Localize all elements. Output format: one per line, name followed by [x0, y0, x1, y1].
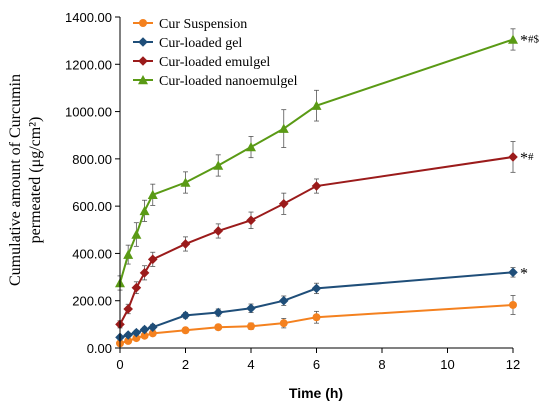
- series-1-point: [509, 300, 517, 309]
- x-tick-label: 8: [378, 357, 385, 372]
- series-1-line: [119, 303, 514, 345]
- y-tick-label: 0.00: [87, 341, 112, 356]
- series-3-point: [180, 239, 191, 249]
- series-1-point: [247, 322, 255, 331]
- series-3-point: [311, 181, 322, 191]
- series-2-point: [278, 295, 289, 306]
- series-1-point: [312, 313, 321, 322]
- y-tick-label: 400.00: [72, 246, 112, 261]
- significance-annotations: * *# *#$: [520, 32, 540, 282]
- y-tick-label: 1400.00: [65, 10, 112, 25]
- x-tick-label: 12: [506, 357, 520, 372]
- series-1-point: [279, 319, 288, 328]
- series-4-point: [123, 249, 134, 259]
- series-2-annotation: *: [520, 265, 528, 282]
- series-4-annotation: *#$: [520, 32, 540, 49]
- series-markers: [115, 34, 518, 348]
- series-1-point: [148, 329, 157, 338]
- legend-marker-1: [139, 19, 147, 27]
- series-1-point: [140, 331, 149, 340]
- y-axis-title-line2: permeated (μg/cm²): [27, 117, 44, 244]
- series-2-line: [119, 271, 514, 339]
- series-2-point: [180, 310, 191, 321]
- x-tick-label: 4: [247, 357, 254, 372]
- series-3-point: [131, 282, 142, 293]
- series-4-point: [180, 177, 191, 187]
- y-axis-title-line1: Cumulative amount of Curcumin: [7, 74, 24, 286]
- series-4-point: [147, 189, 158, 200]
- series-4-point: [311, 100, 322, 110]
- series-2-point: [508, 267, 518, 278]
- series-3-point: [147, 254, 158, 265]
- series-2-point: [123, 330, 133, 340]
- series-3-point: [139, 268, 150, 278]
- series-4-point: [131, 229, 142, 239]
- series-2-point: [139, 324, 150, 335]
- x-tick-label: 6: [313, 357, 320, 372]
- series-1-point: [132, 334, 141, 343]
- legend-marker-2: [138, 37, 148, 47]
- series-3-annotation: *#: [520, 150, 534, 167]
- tick-labels: 0.00 200.00 400.00 600.00 800.00 1000.00 1200.…: [65, 10, 520, 372]
- series-2-point: [246, 303, 256, 314]
- series-3-point: [508, 152, 518, 162]
- y-tick-label: 1200.00: [65, 57, 112, 72]
- legend-label-1: Cur Suspension: [159, 17, 247, 32]
- x-axis-title: Time (h): [289, 385, 343, 401]
- series-4-point: [246, 142, 256, 152]
- series-2-point: [147, 322, 158, 332]
- series-4-point: [139, 205, 150, 216]
- series-3-point: [246, 215, 256, 226]
- y-tick-label: 200.00: [72, 294, 112, 309]
- series-1-point: [124, 336, 133, 345]
- series-2-point: [131, 327, 142, 338]
- series-1-point: [181, 326, 190, 335]
- x-tick-label: 0: [116, 357, 123, 372]
- series-4-point: [508, 34, 518, 44]
- x-tick-label: 10: [440, 357, 454, 372]
- series-3-point: [213, 226, 224, 236]
- legend-label-2: Cur-loaded gel: [159, 36, 242, 51]
- y-tick-label: 1000.00: [65, 105, 112, 120]
- series-2-point: [311, 283, 322, 294]
- series-4-point: [213, 160, 224, 170]
- series-3-point: [278, 198, 289, 209]
- series-4-point: [278, 123, 289, 133]
- legend-marker-4: [138, 75, 148, 85]
- y-axis-title: Cumulative amount of Curcumin permeated …: [7, 74, 44, 286]
- x-tick-label: 2: [182, 357, 189, 372]
- y-tick-label: 600.00: [72, 199, 112, 214]
- legend-label-3: Cur-loaded emulgel: [159, 55, 270, 70]
- series-1-point: [214, 323, 223, 332]
- series-2-point: [213, 307, 224, 318]
- series-3-point: [123, 304, 133, 314]
- legend-label-4: Cur-loaded nanoemulgel: [159, 74, 298, 89]
- axes: [115, 16, 514, 353]
- legend-marker-3: [138, 56, 148, 66]
- y-tick-label: 800.00: [72, 152, 112, 167]
- legend: Cur Suspension Cur-loaded gel Cur-loaded e…: [133, 17, 298, 89]
